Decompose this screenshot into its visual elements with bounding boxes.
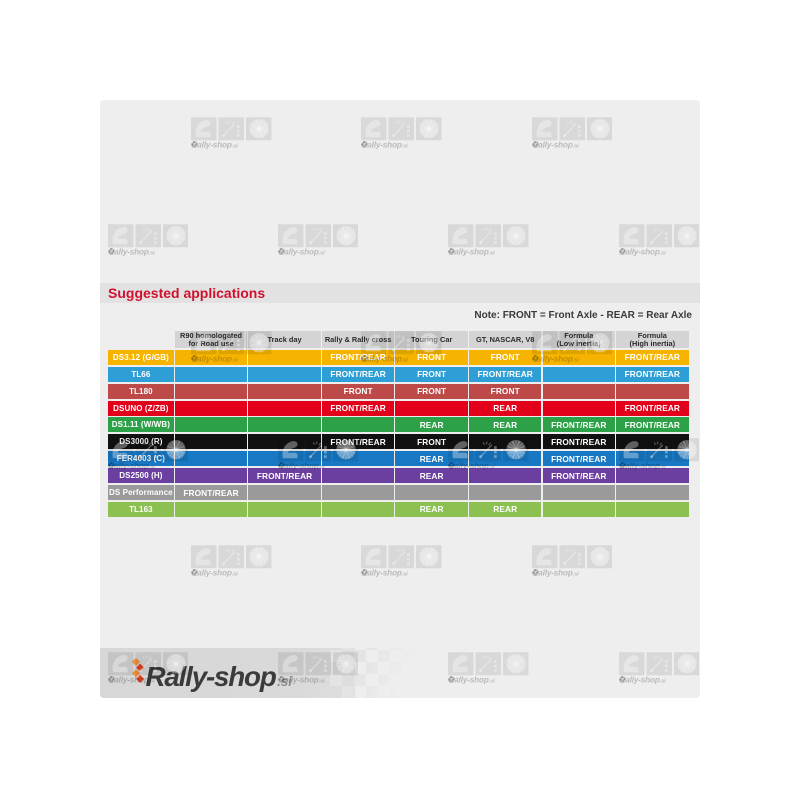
- svg-text:Rally-shop.si: Rally-shop.si: [192, 141, 239, 150]
- svg-text:Rally-shop.si: Rally-shop.si: [108, 248, 155, 257]
- svg-text:Rally-shop.si: Rally-shop.si: [362, 569, 409, 578]
- svg-text:.si: .si: [277, 674, 292, 689]
- svg-text:Rally-shop.si: Rally-shop.si: [362, 141, 409, 150]
- svg-text:Rally-shop.si: Rally-shop.si: [619, 248, 666, 257]
- svg-text:Rally-shop.si: Rally-shop.si: [449, 248, 496, 257]
- svg-text:Rally-shop.si: Rally-shop.si: [532, 569, 579, 578]
- svg-text:Rally-shop.si: Rally-shop.si: [532, 141, 579, 150]
- svg-text:Rally-shop.si: Rally-shop.si: [278, 248, 325, 257]
- svg-text:Rally-shop.si: Rally-shop.si: [192, 569, 239, 578]
- svg-text:Rally-shop: Rally-shop: [146, 661, 277, 692]
